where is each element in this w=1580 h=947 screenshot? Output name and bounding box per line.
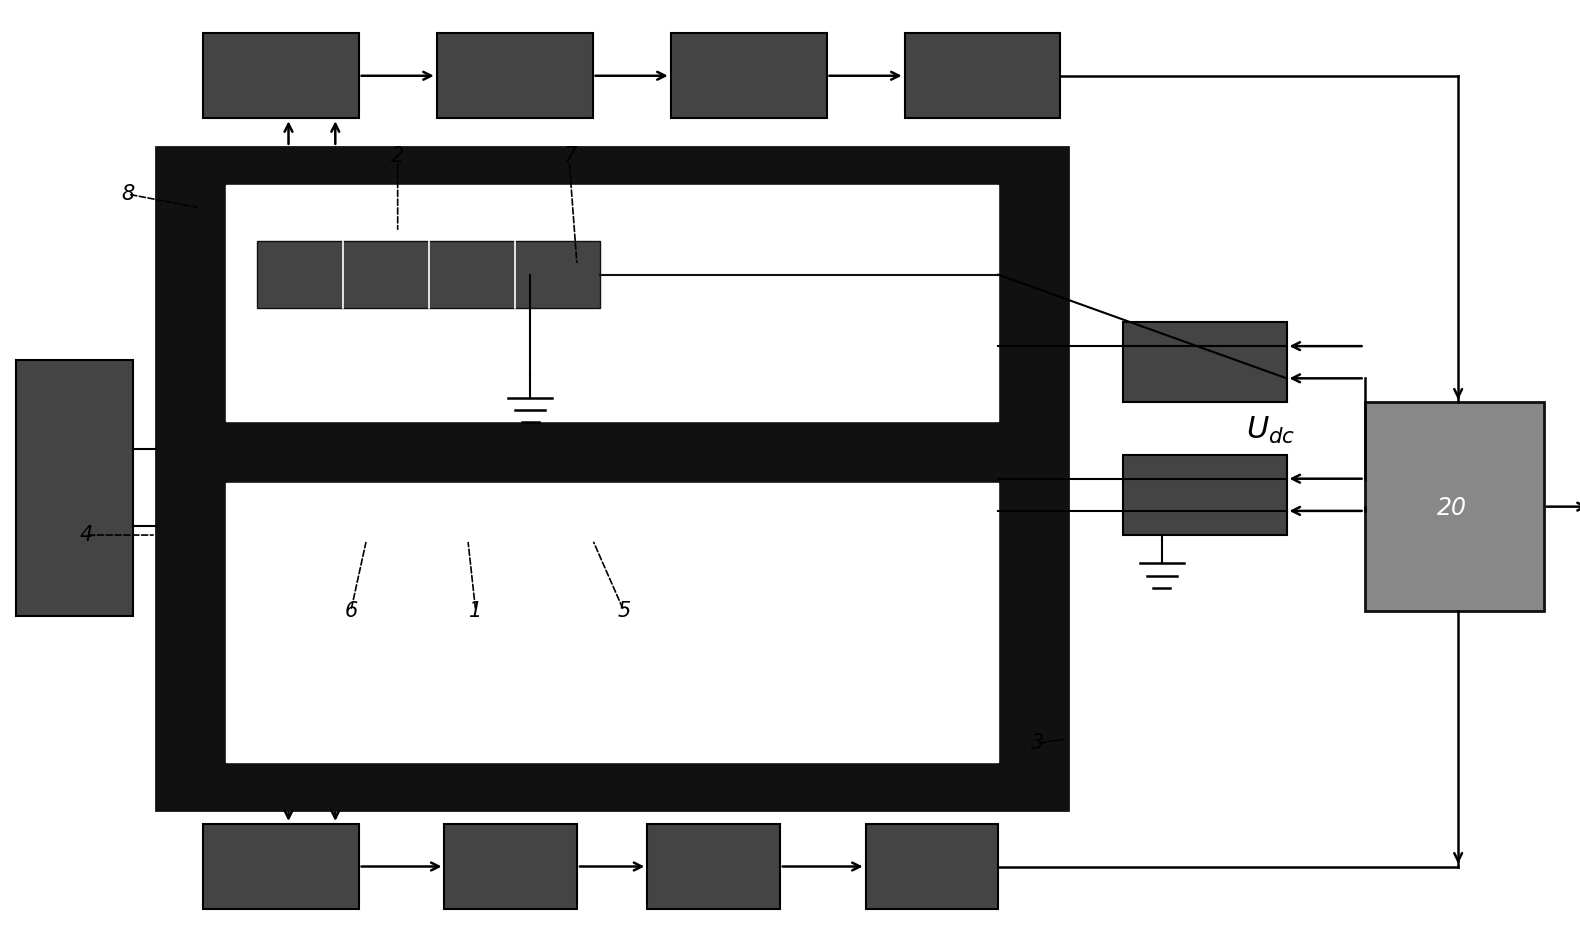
- FancyBboxPatch shape: [670, 33, 826, 118]
- FancyBboxPatch shape: [444, 824, 577, 909]
- FancyBboxPatch shape: [1123, 455, 1286, 535]
- Text: 2: 2: [392, 146, 404, 167]
- Text: 5: 5: [618, 600, 630, 621]
- Text: 20: 20: [1436, 495, 1466, 520]
- FancyBboxPatch shape: [904, 33, 1060, 118]
- FancyBboxPatch shape: [1365, 402, 1544, 611]
- Text: $U_{dc}$: $U_{dc}$: [1247, 416, 1296, 446]
- Text: 3: 3: [1030, 733, 1044, 754]
- FancyBboxPatch shape: [16, 360, 133, 616]
- FancyBboxPatch shape: [258, 241, 600, 308]
- Text: 6: 6: [344, 600, 357, 621]
- Text: 7: 7: [562, 146, 575, 167]
- Text: 4: 4: [79, 525, 92, 545]
- FancyBboxPatch shape: [866, 824, 999, 909]
- FancyBboxPatch shape: [648, 824, 781, 909]
- FancyBboxPatch shape: [202, 33, 359, 118]
- FancyBboxPatch shape: [156, 147, 1068, 810]
- FancyBboxPatch shape: [226, 185, 999, 421]
- FancyBboxPatch shape: [202, 824, 359, 909]
- FancyBboxPatch shape: [226, 483, 999, 762]
- Text: 8: 8: [122, 184, 134, 205]
- FancyBboxPatch shape: [436, 33, 592, 118]
- Text: 1: 1: [469, 600, 482, 621]
- FancyBboxPatch shape: [1123, 322, 1286, 402]
